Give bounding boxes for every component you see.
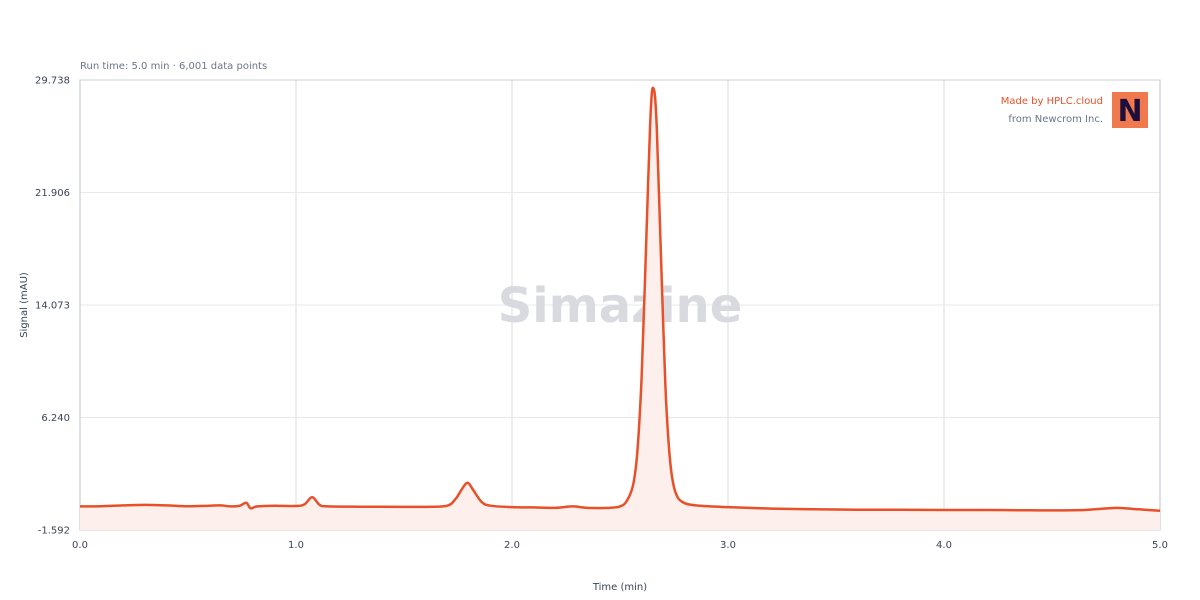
x-axis-ticks: 0.0 1.0 2.0 3.0 4.0 5.0 — [72, 540, 1168, 551]
trace-line — [79, 86, 1161, 512]
y-tick-label: 21.906 — [35, 188, 70, 199]
x-tick-label: 0.0 — [72, 540, 88, 551]
branding[interactable]: Made by HPLC.cloud from Newcrom Inc. N — [1001, 92, 1148, 129]
x-tick-label: 3.0 — [720, 540, 736, 551]
y-tick-label: 14.073 — [35, 301, 70, 312]
x-tick-label: 1.0 — [288, 540, 304, 551]
branding-company-text: from Newcrom Inc. — [1008, 114, 1103, 125]
watermark-text: Simazine — [498, 278, 743, 334]
x-axis-title: Time (min) — [592, 582, 647, 593]
y-tick-label: 29.738 — [35, 76, 70, 87]
run-info-subtitle: Run time: 5.0 min · 6,001 data points — [80, 61, 267, 72]
x-tick-label: 5.0 — [1152, 540, 1168, 551]
branding-made-by-link[interactable]: Made by HPLC.cloud — [1001, 96, 1103, 107]
x-tick-label: 2.0 — [504, 540, 520, 551]
newcrom-logo-letter: N — [1117, 94, 1142, 129]
y-tick-label: 6.240 — [41, 413, 70, 424]
y-axis-ticks: -1.592 6.240 14.073 21.906 29.738 — [35, 76, 70, 537]
newcrom-logo-icon[interactable] — [1112, 92, 1148, 128]
y-tick-label: -1.592 — [38, 526, 70, 537]
x-tick-label: 4.0 — [936, 540, 952, 551]
y-axis-title: Signal (mAU) — [19, 272, 30, 338]
